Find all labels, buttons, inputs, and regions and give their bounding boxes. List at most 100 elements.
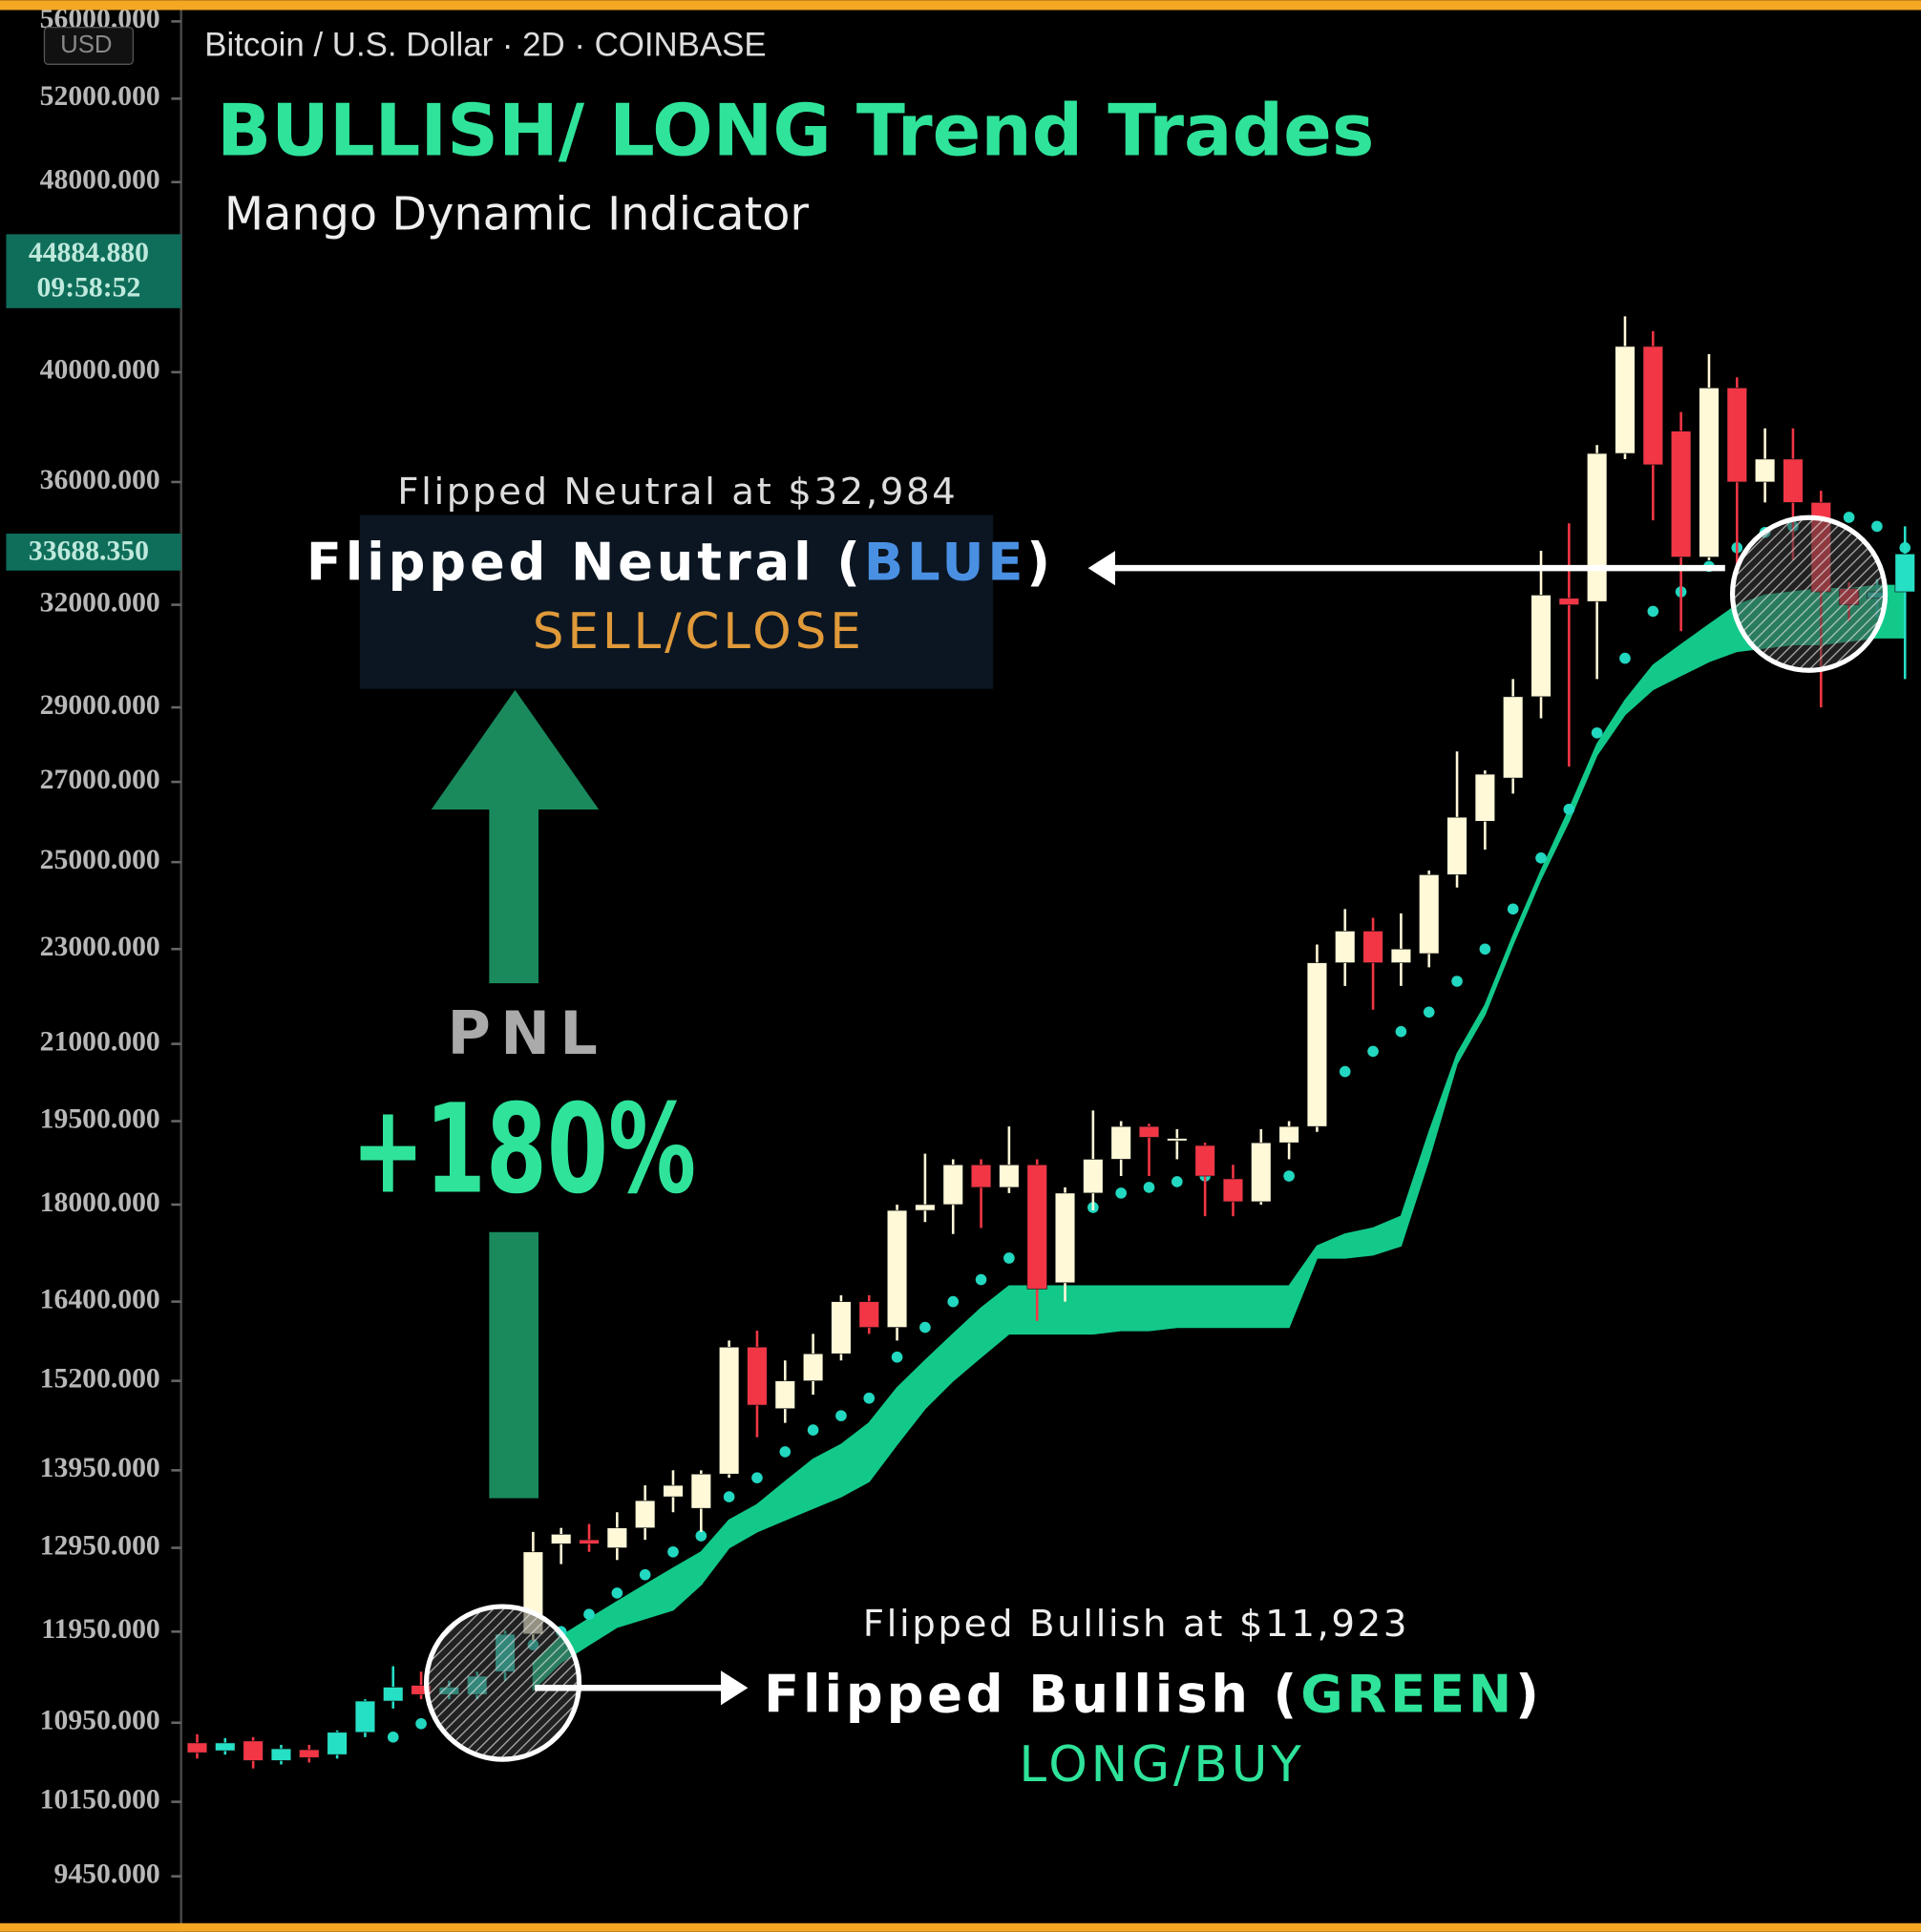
price-tag-time: 09:58:52 (37, 272, 141, 303)
candle-body (690, 1473, 711, 1509)
candle-body (606, 1527, 627, 1548)
y-tick-label: 13950.000 (40, 1453, 160, 1483)
candle-body (1167, 1138, 1188, 1142)
y-axis: 56000.00052000.00048000.00040000.0003600… (40, 4, 181, 1889)
y-tick-label: 11950.000 (41, 1614, 159, 1645)
stop-dot (1367, 1045, 1379, 1058)
candle-body (354, 1700, 376, 1733)
annotation-text: ) (1026, 532, 1054, 592)
y-tick-label: 19500.000 (40, 1103, 160, 1134)
symbol-header: Bitcoin / U.S. Dollar · 2D · COINBASE (204, 26, 766, 63)
candle-body (1783, 458, 1804, 503)
stop-dot (667, 1545, 679, 1558)
stop-dot (835, 1410, 847, 1421)
y-tick-label: 18000.000 (40, 1187, 160, 1218)
currency-label[interactable]: USD (60, 32, 112, 58)
candle-body (579, 1539, 600, 1544)
candle-body (1587, 452, 1608, 602)
stop-dot (919, 1321, 931, 1334)
candle-body (243, 1740, 264, 1761)
candle-body (215, 1742, 236, 1752)
price-tag-label: 33688.350 (29, 536, 149, 566)
candle-body (1726, 388, 1747, 483)
annotation-highlight: GREEN (1300, 1664, 1515, 1724)
y-tick-label: 27000.000 (40, 765, 160, 795)
arrow-shaft (489, 808, 538, 984)
candle-body (635, 1500, 656, 1528)
highlight-circle (423, 1604, 582, 1762)
stop-dot (639, 1568, 651, 1581)
stop-dot (779, 1446, 792, 1458)
stop-dot (863, 1392, 876, 1404)
candle-body (1894, 553, 1915, 593)
y-tick-label: 36000.000 (40, 465, 160, 495)
annotation-text: ) (1515, 1664, 1543, 1724)
candle-body (1503, 696, 1524, 779)
y-tick-label: 29000.000 (40, 690, 160, 721)
pnl-value: +180% (351, 1078, 696, 1221)
stop-dot (1535, 852, 1547, 864)
candle-body (551, 1533, 572, 1544)
stop-dot (723, 1491, 735, 1502)
stop-dot (975, 1273, 987, 1286)
stop-dot (387, 1732, 399, 1743)
y-tick-label: 48000.000 (40, 165, 160, 196)
arrow-head (431, 689, 600, 810)
candle-body (327, 1732, 348, 1755)
candle-body (999, 1164, 1020, 1188)
y-tick-label: 21000.000 (40, 1026, 160, 1057)
annotation-highlight: BLUE (864, 532, 1026, 592)
stop-dot (1871, 520, 1883, 533)
candle-body (1615, 346, 1636, 454)
candle-body (1083, 1159, 1104, 1194)
pointer-arrowhead (1087, 551, 1115, 586)
arrow-shaft (489, 1231, 538, 1499)
pointer-arrowhead (720, 1670, 749, 1706)
candle-body (1251, 1142, 1272, 1203)
candle-body (299, 1749, 320, 1758)
y-tick-label: 10150.000 (40, 1784, 160, 1815)
stop-dot (1619, 652, 1631, 664)
candle-body (1054, 1192, 1076, 1284)
stop-dot (583, 1608, 595, 1621)
frame-border (0, 1922, 1921, 1932)
candle-body (1530, 595, 1552, 698)
candle-body (858, 1301, 879, 1328)
candle-body (718, 1346, 740, 1475)
candle-body (747, 1346, 768, 1406)
annotation-text: Flipped Neutral ( (306, 532, 864, 592)
chart-subtitle: Mango Dynamic Indicator (224, 188, 810, 241)
y-tick-label: 9450.000 (53, 1858, 159, 1889)
stop-dot (1143, 1182, 1155, 1193)
annotation-box (359, 514, 994, 689)
annotation-action: SELL/CLOSE (533, 603, 865, 661)
stop-dot (1115, 1187, 1127, 1199)
candle-body (1699, 388, 1720, 557)
stop-dot (1843, 512, 1855, 523)
y-tick-label: 52000.000 (40, 81, 160, 112)
stop-dot (751, 1472, 763, 1483)
candle-body (831, 1301, 852, 1354)
candle-body (1222, 1178, 1244, 1203)
candle-body (970, 1164, 992, 1188)
y-tick-label: 32000.000 (40, 587, 160, 618)
candle-body (774, 1380, 795, 1410)
candle-body (186, 1742, 208, 1754)
candle-body (1642, 346, 1663, 466)
candle-body (1474, 773, 1496, 822)
candle-body (942, 1164, 963, 1206)
candle-body (886, 1209, 908, 1328)
stop-dot (1591, 726, 1603, 739)
stop-dot (1339, 1065, 1351, 1078)
stop-dot (947, 1295, 960, 1308)
currency-button[interactable] (43, 26, 135, 65)
y-tick-label: 40000.000 (40, 355, 160, 386)
candle-body (1362, 931, 1383, 963)
frame-border (0, 0, 1921, 10)
stop-dot (1172, 1176, 1183, 1187)
candle-body (663, 1484, 684, 1498)
candle-body (1446, 816, 1467, 875)
candle-body (1670, 430, 1692, 557)
stop-dot (1395, 1025, 1407, 1038)
